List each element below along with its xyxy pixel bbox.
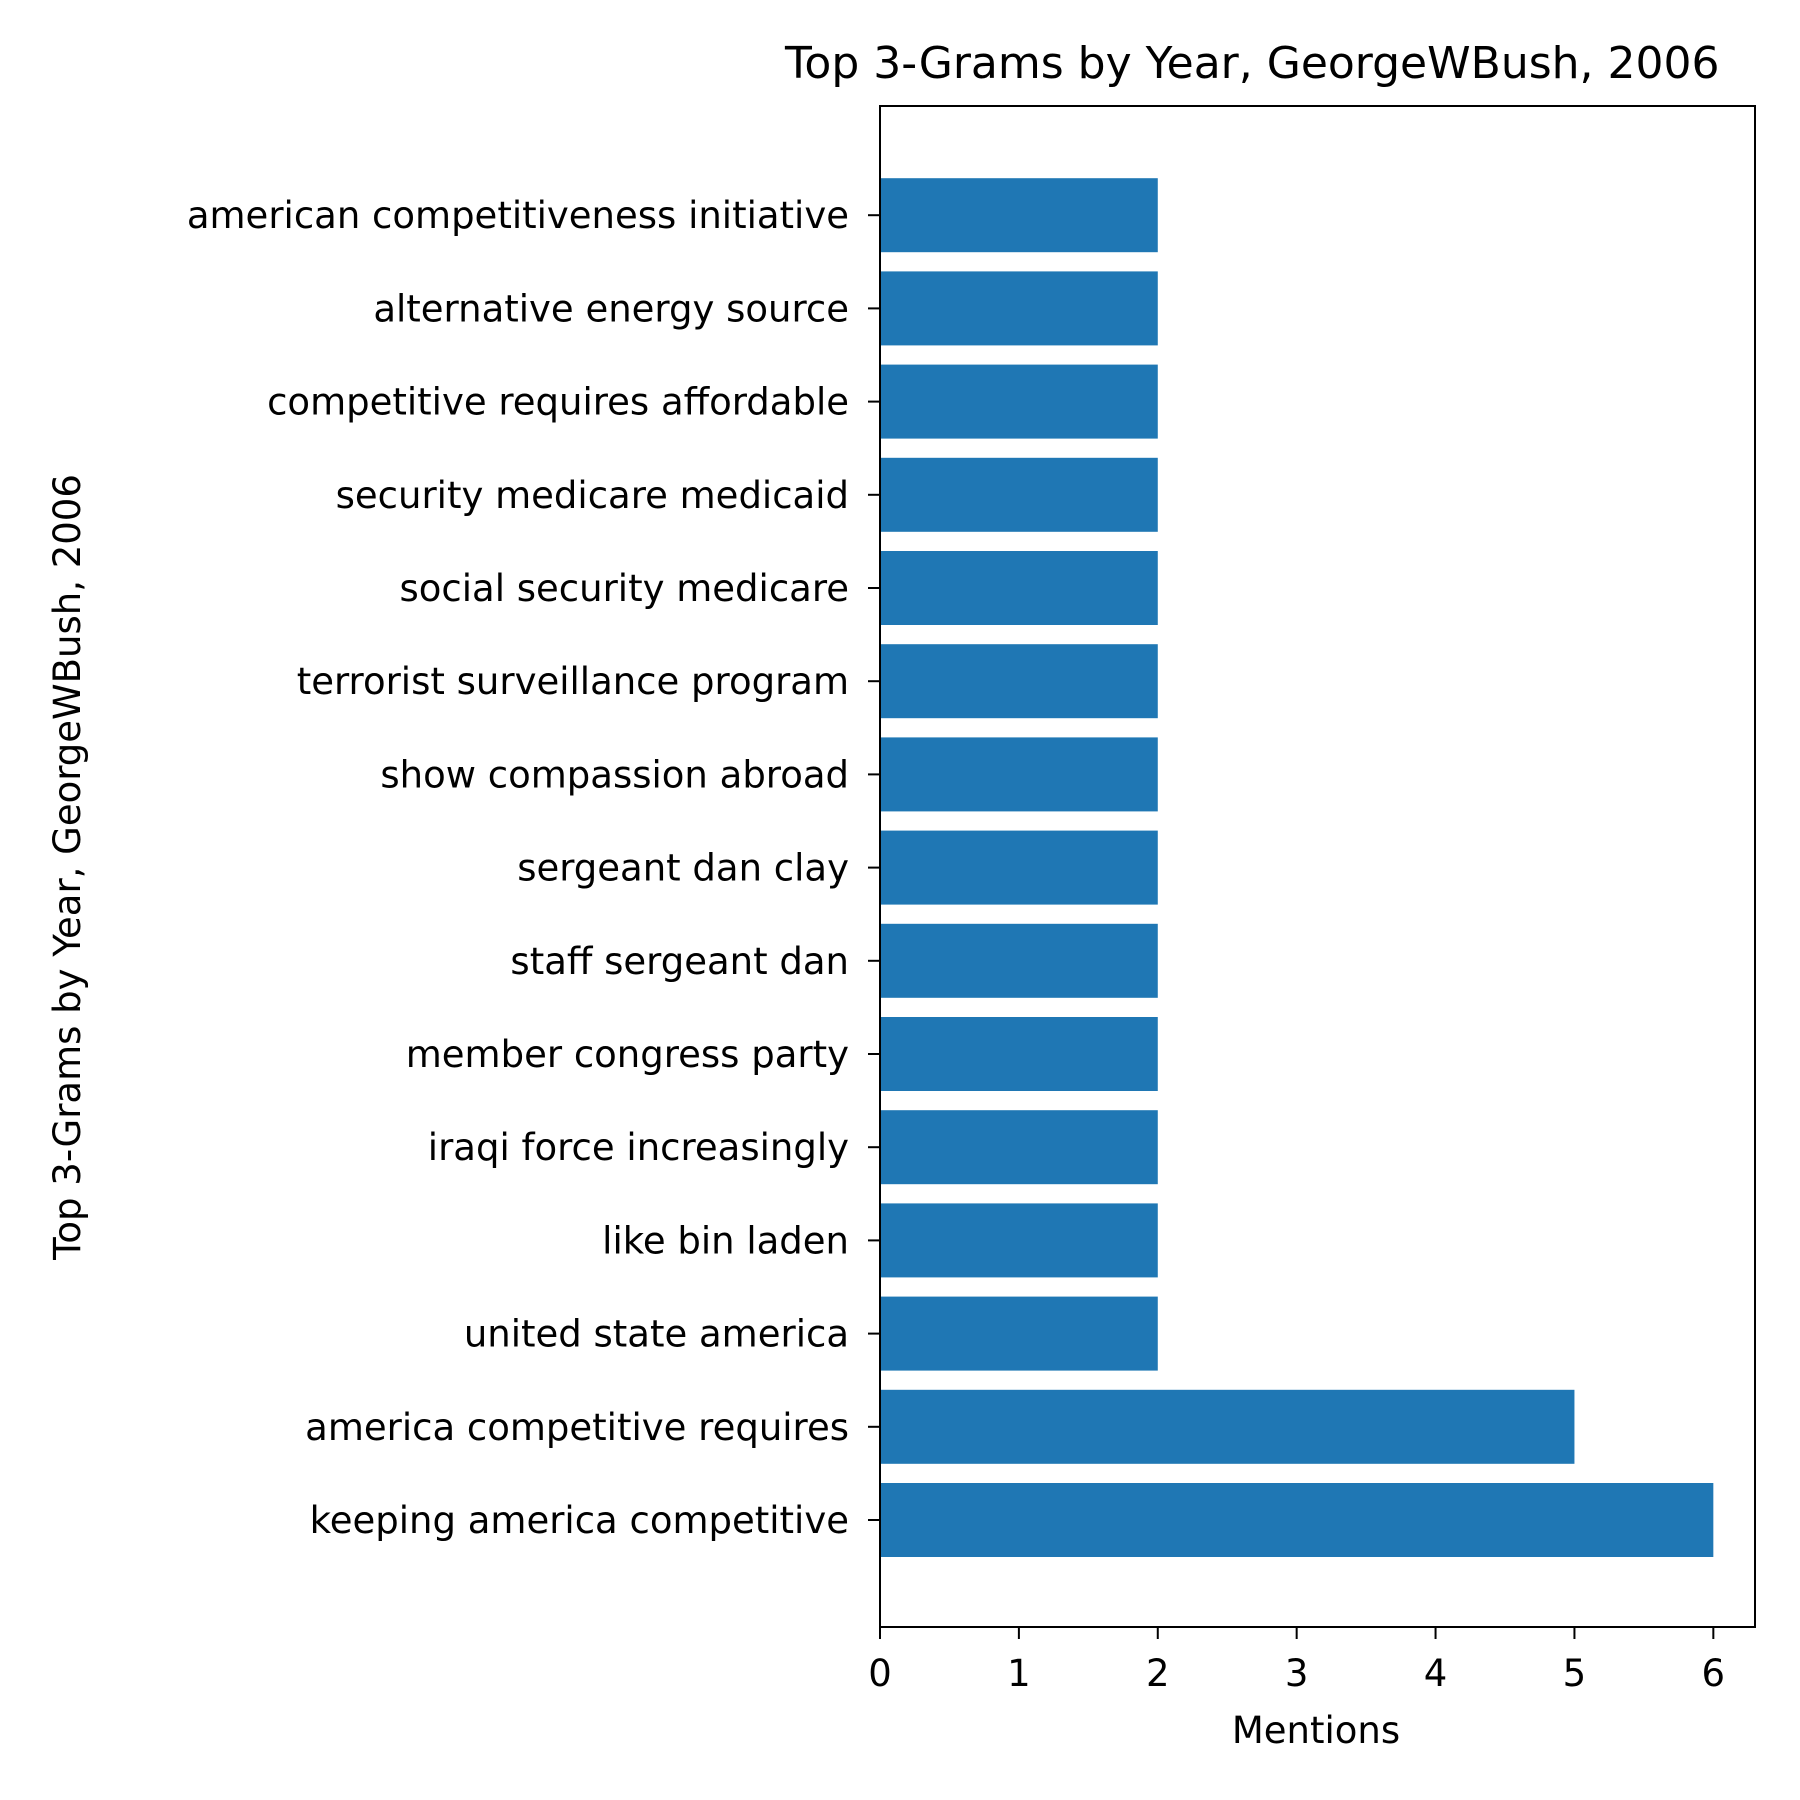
y-tick-label: keeping america competitive bbox=[310, 1499, 849, 1542]
x-tick-label: 1 bbox=[1007, 1652, 1031, 1695]
x-tick-label: 3 bbox=[1285, 1652, 1309, 1695]
y-tick-label: security medicare medicaid bbox=[336, 474, 849, 517]
bar bbox=[880, 830, 1158, 905]
bar bbox=[880, 457, 1158, 532]
x-ticks-layer: 0 1 2 3 4 5 6 bbox=[868, 1627, 1725, 1695]
y-tick-label: united state america bbox=[464, 1313, 849, 1356]
y-tick-label: staff sergeant dan bbox=[510, 940, 849, 983]
bar bbox=[880, 1203, 1158, 1278]
bar bbox=[880, 644, 1158, 719]
x-tick-label: 5 bbox=[1563, 1652, 1587, 1695]
bar bbox=[880, 737, 1158, 812]
y-tick-label: show compassion abroad bbox=[380, 753, 849, 796]
bar bbox=[880, 271, 1158, 346]
y-axis-label: Top 3-Grams by Year, GeorgeWBush, 2006 bbox=[46, 474, 89, 1261]
y-tick-label: competitive requires affordable bbox=[267, 381, 849, 424]
bar bbox=[880, 1110, 1158, 1185]
plot-frame bbox=[879, 105, 1756, 1628]
y-tick-label: member congress party bbox=[406, 1033, 849, 1076]
y-tick-label: terrorist surveillance program bbox=[297, 660, 849, 703]
x-tick-label: 4 bbox=[1424, 1652, 1448, 1695]
bar bbox=[880, 1017, 1158, 1091]
bar bbox=[880, 364, 1158, 439]
y-tick-label: american competitiveness initiative bbox=[187, 194, 849, 237]
y-tick-label: alternative energy source bbox=[373, 287, 849, 330]
y-tick-label: iraqi force increasingly bbox=[428, 1126, 849, 1169]
chart-title: Top 3-Grams by Year, GeorgeWBush, 2006 bbox=[784, 38, 1719, 89]
y-tick-label: like bin laden bbox=[602, 1219, 849, 1262]
y-ticks-layer: keeping america competitive america compe… bbox=[187, 194, 880, 1542]
bars-layer bbox=[880, 178, 1714, 1557]
bar bbox=[880, 1296, 1158, 1371]
x-tick-label: 2 bbox=[1146, 1652, 1170, 1695]
x-tick-label: 6 bbox=[1702, 1652, 1726, 1695]
bar bbox=[880, 551, 1158, 625]
bar bbox=[880, 923, 1158, 998]
x-axis-label: Mentions bbox=[1232, 1709, 1400, 1752]
bar bbox=[880, 178, 1158, 253]
x-tick-label: 0 bbox=[868, 1652, 892, 1695]
y-tick-label: america competitive requires bbox=[305, 1406, 849, 1449]
bar bbox=[880, 1483, 1714, 1557]
bar bbox=[880, 1389, 1575, 1464]
y-tick-label: social security medicare bbox=[400, 567, 850, 610]
y-tick-label: sergeant dan clay bbox=[517, 847, 849, 890]
